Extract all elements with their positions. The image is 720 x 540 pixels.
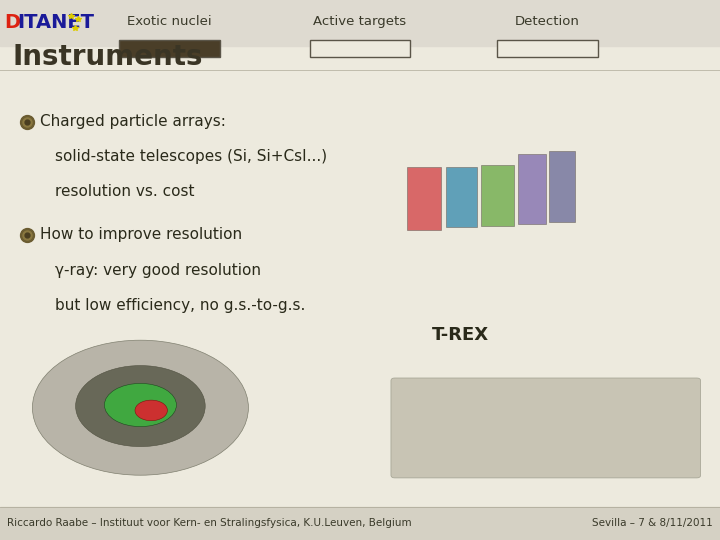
Text: How to improve resolution: How to improve resolution <box>40 227 242 242</box>
Text: resolution vs. cost: resolution vs. cost <box>55 184 195 199</box>
FancyBboxPatch shape <box>391 378 701 478</box>
Text: γ-ray: very good resolution: γ-ray: very good resolution <box>55 262 261 278</box>
Text: Riccardo Raabe – Instituut voor Kern- en Stralingsfysica, K.U.Leuven, Belgium: Riccardo Raabe – Instituut voor Kern- en… <box>7 518 412 528</box>
Bar <box>446 167 477 227</box>
FancyBboxPatch shape <box>497 40 598 57</box>
Text: but low efficiency, no g.s.-to-g.s.: but low efficiency, no g.s.-to-g.s. <box>55 298 306 313</box>
Ellipse shape <box>104 383 176 427</box>
Bar <box>0 507 720 540</box>
Ellipse shape <box>32 340 248 475</box>
FancyBboxPatch shape <box>310 40 410 57</box>
Bar <box>400 78 702 238</box>
Text: T-REX: T-REX <box>432 326 489 344</box>
Ellipse shape <box>76 366 205 447</box>
Text: Active targets: Active targets <box>313 15 407 28</box>
Text: ITANET: ITANET <box>17 14 94 32</box>
Bar <box>481 165 514 226</box>
Bar <box>14 327 266 483</box>
Bar <box>0 0 720 46</box>
Text: Exotic nuclei: Exotic nuclei <box>127 15 212 28</box>
Bar <box>389 359 706 483</box>
Bar <box>549 151 575 222</box>
Text: Sevilla – 7 & 8/11/2011: Sevilla – 7 & 8/11/2011 <box>592 518 713 528</box>
Bar <box>518 154 546 224</box>
Text: solid-state telescopes (Si, Si+CsI...): solid-state telescopes (Si, Si+CsI...) <box>55 149 328 164</box>
Text: Instruments: Instruments <box>13 43 204 71</box>
Ellipse shape <box>135 400 167 421</box>
FancyBboxPatch shape <box>119 40 220 57</box>
Bar <box>407 167 441 230</box>
Text: Charged particle arrays:: Charged particle arrays: <box>40 114 225 129</box>
Text: D: D <box>4 14 20 32</box>
Text: Detection: Detection <box>515 15 580 28</box>
